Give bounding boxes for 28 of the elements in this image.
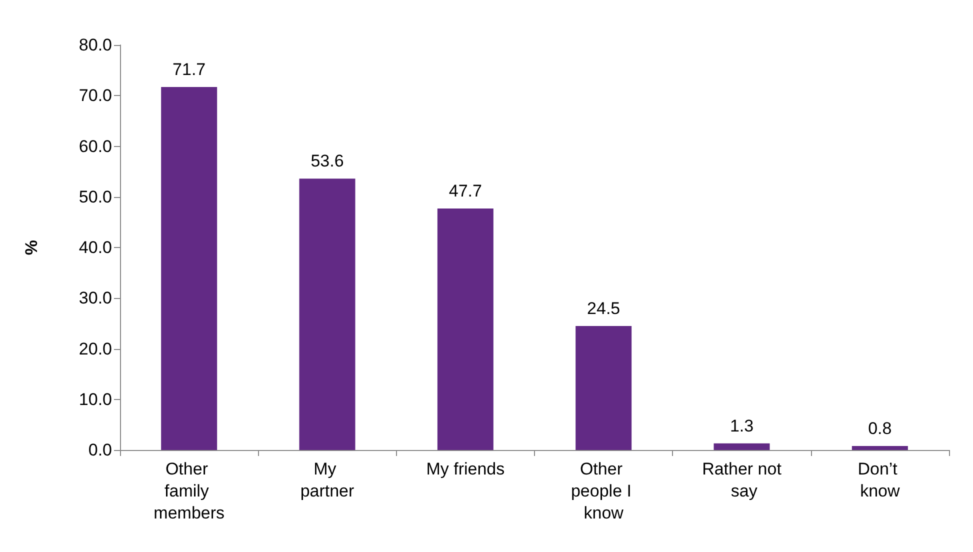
- y-tick-label: 20.0: [78, 339, 112, 358]
- bar: [161, 87, 218, 450]
- bar: [852, 446, 908, 450]
- bar: [714, 443, 770, 450]
- y-tick-label: 60.0: [78, 136, 112, 156]
- data-label: 0.8: [868, 418, 892, 438]
- y-tick-label: 80.0: [78, 36, 112, 54]
- x-tick-label: My friends: [426, 460, 505, 478]
- data-label: 47.7: [448, 182, 482, 201]
- data-label: 1.3: [730, 416, 754, 436]
- x-tick-label: Rather not say: [702, 460, 782, 500]
- x-tick-label: Other family members: [154, 460, 225, 522]
- x-tick-label: Don’t know: [858, 460, 902, 500]
- bar: [299, 178, 356, 450]
- y-tick-label: 0.0: [88, 440, 112, 460]
- x-tick-label: Other people I know: [570, 460, 636, 522]
- y-tick-label: 70.0: [78, 86, 112, 106]
- x-tick-label: My partner: [300, 460, 355, 500]
- bar: [437, 208, 494, 450]
- y-tick-label: 50.0: [78, 187, 112, 206]
- data-label: 53.6: [310, 152, 344, 171]
- y-axis-title: %: [22, 240, 41, 256]
- y-tick-label: 30.0: [78, 288, 112, 308]
- data-label: 24.5: [587, 298, 620, 318]
- y-tick-label: 40.0: [78, 238, 112, 257]
- bar: [576, 326, 632, 450]
- data-label: 71.7: [172, 60, 206, 80]
- y-tick-label: 10.0: [78, 390, 112, 409]
